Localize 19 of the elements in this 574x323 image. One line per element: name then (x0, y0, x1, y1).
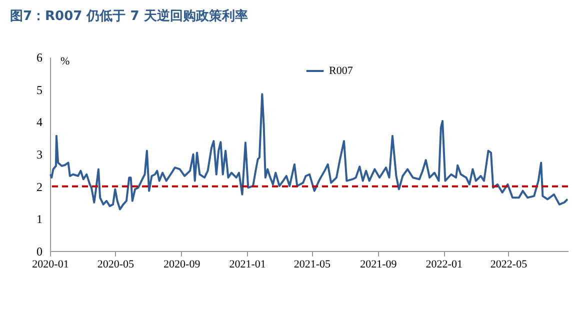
x-tick-label: 2022-05 (490, 258, 528, 270)
y-tick-label: 1 (36, 212, 42, 226)
x-tick-label: 2022-01 (426, 258, 462, 270)
y-tick-label: 4 (36, 115, 42, 130)
y-tick-label: 0 (36, 244, 42, 258)
y-tick-label: 3 (36, 148, 42, 162)
line-series (50, 93, 568, 210)
chart-title: 图7：R007 仍低于 7 天逆回购政策利率 (10, 8, 248, 24)
x-tick-label: 2021-09 (360, 258, 398, 270)
y-tick-label: 5 (36, 82, 42, 97)
x-tick-label: 2021-01 (229, 258, 266, 270)
x-tick-label: 2020-09 (164, 258, 201, 270)
x-tick-label: 2021-05 (294, 258, 332, 270)
x-tick-label: 2020-01 (32, 258, 69, 270)
y-tick-label: 2 (36, 180, 42, 194)
x-tick-label: 2020-05 (97, 258, 134, 270)
legend-label: R007 (329, 65, 354, 77)
y-tick-label: 6 (36, 50, 42, 64)
y-axis-title: % (60, 56, 70, 68)
